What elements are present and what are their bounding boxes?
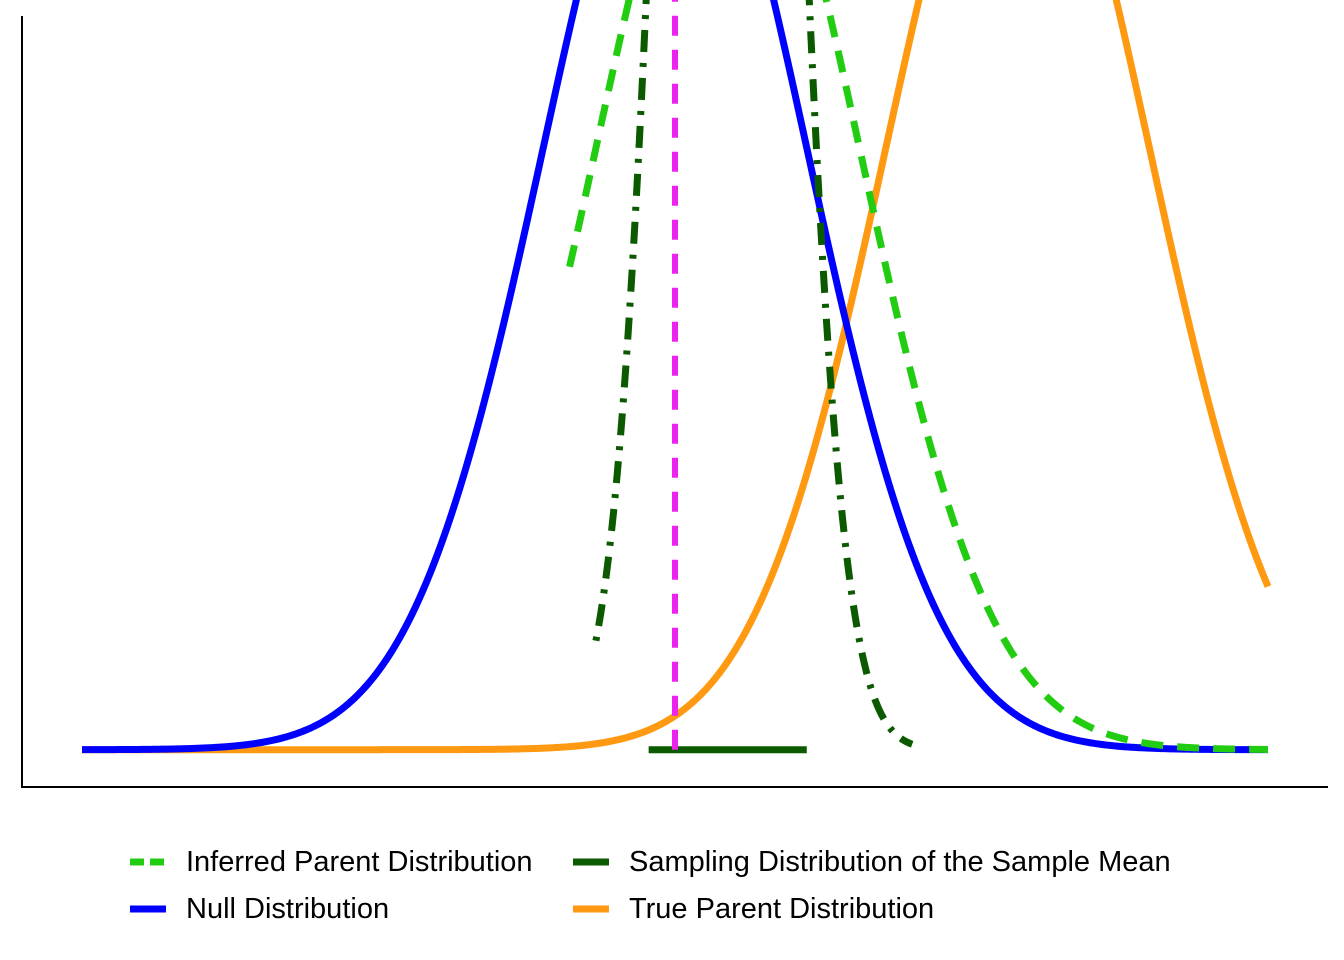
legend-label: True Parent Distribution [629, 892, 935, 925]
legend-key-inferred [128, 842, 168, 882]
legend-key-sampling [571, 842, 611, 882]
legend-item-null: Null Distribution [128, 889, 389, 929]
legend-key-true [571, 889, 611, 929]
legend-item-sampling: Sampling Distribution of the Sample Mean [571, 842, 1171, 882]
legend-item-true: True Parent Distribution [571, 889, 934, 929]
legend-item-inferred: Inferred Parent Distribution [128, 842, 533, 882]
legend: Inferred Parent Distribution Sampling Di… [128, 842, 1328, 938]
legend-label: Null Distribution [186, 892, 390, 925]
legend-label: Sampling Distribution of the Sample Mean [629, 845, 1171, 878]
legend-label: Inferred Parent Distribution [186, 845, 533, 878]
series-line-0 [566, 0, 1270, 753]
series-line-3 [81, 0, 1272, 754]
series-line-1 [592, 0, 915, 748]
chart-marks [81, 0, 1272, 754]
series-line-2 [81, 0, 1269, 754]
axes [21, 16, 1328, 788]
legend-key-null [128, 889, 168, 929]
